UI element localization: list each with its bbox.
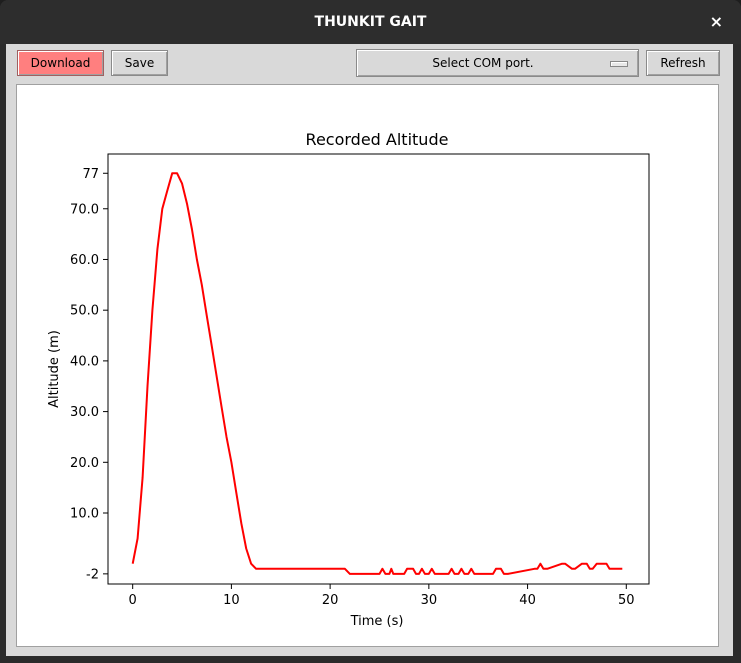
window-title: THUNKIT GAIT: [314, 14, 427, 30]
x-axis-label: Time (s): [350, 614, 404, 629]
chart-title: Recorded Altitude: [306, 130, 449, 149]
plot-canvas: Recorded Altitude 0 10 20 30 40 50 -2 10.0 20.0 3…: [16, 84, 719, 647]
x-tick-label: 50: [618, 593, 635, 608]
y-tick-label: 60.0: [70, 253, 99, 268]
y-tick-label: 77: [82, 167, 99, 182]
y-tick-label: 40.0: [70, 354, 99, 369]
y-tick-label: 30.0: [70, 405, 99, 420]
x-tick-label: 0: [129, 593, 137, 608]
download-button[interactable]: Download: [17, 50, 104, 76]
axis-ticks: 0 10 20 30 40 50 -2 10.0 20.0 30.0 40.0 50.0 60.0 70.…: [70, 167, 635, 608]
x-tick-label: 30: [421, 593, 438, 608]
refresh-button[interactable]: Refresh: [646, 50, 720, 76]
y-tick-label: 70.0: [70, 202, 99, 217]
altitude-series-line: [131, 172, 623, 575]
save-button[interactable]: Save: [111, 50, 168, 76]
main-panel: Download Save Select COM port. Refresh R…: [6, 44, 733, 656]
y-tick-label: 10.0: [70, 507, 99, 522]
plot-area: [107, 153, 650, 585]
y-tick-label: 20.0: [70, 456, 99, 471]
x-tick-label: 20: [322, 593, 339, 608]
x-tick-label: 40: [519, 593, 536, 608]
x-tick-label: 10: [223, 593, 240, 608]
option-menu-indicator-icon: [610, 61, 628, 67]
altitude-chart: Recorded Altitude 0 10 20 30 40 50 -2 10.0 20.0 3…: [47, 130, 650, 629]
com-port-select[interactable]: Select COM port.: [356, 49, 639, 77]
y-tick-label: 50.0: [70, 304, 99, 319]
close-icon[interactable]: ×: [709, 12, 723, 31]
title-bar[interactable]: THUNKIT GAIT ×: [0, 0, 741, 44]
y-axis-label: Altitude (m): [47, 330, 62, 408]
com-port-select-value: Select COM port.: [432, 56, 534, 70]
y-tick-label: -2: [86, 567, 99, 582]
